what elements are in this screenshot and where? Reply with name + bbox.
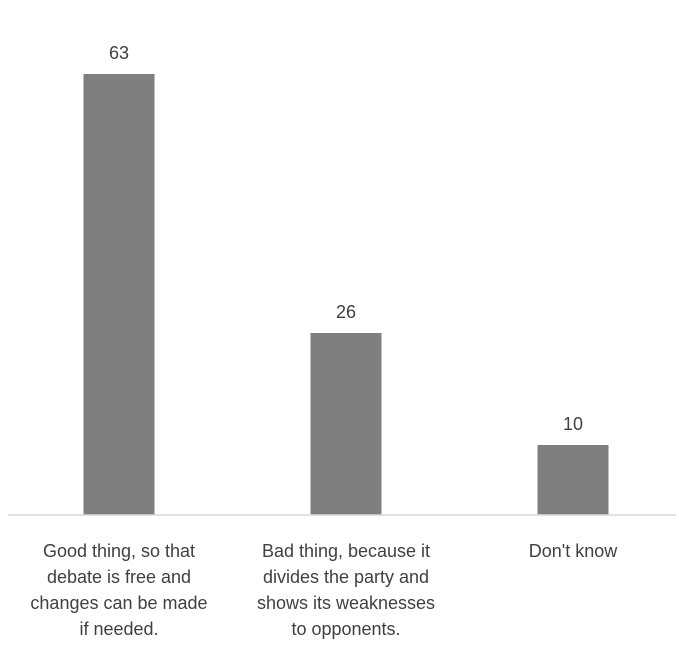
value-labels-group: 63 26 10 bbox=[109, 43, 583, 434]
category-label-line: to opponents. bbox=[291, 619, 401, 639]
category-label-0: Good thing, so that debate is free and cha… bbox=[9, 538, 229, 642]
value-label-0: 63 bbox=[109, 43, 129, 63]
bar-0 bbox=[83, 74, 155, 515]
category-label-line: Don't know bbox=[528, 541, 618, 561]
bars-group bbox=[83, 74, 609, 515]
category-label-line: if needed. bbox=[79, 619, 159, 639]
value-label-2: 10 bbox=[563, 414, 583, 434]
category-label-line: Bad thing, because it bbox=[261, 541, 431, 561]
category-label-line: Good thing, so that bbox=[42, 541, 196, 561]
category-label-1: Bad thing, because it divides the party a… bbox=[236, 538, 456, 642]
category-label-2: Don't know bbox=[463, 538, 679, 564]
value-label-1: 26 bbox=[336, 302, 356, 322]
category-label-line: debate is free and bbox=[46, 567, 192, 587]
category-label-line: divides the party and bbox=[262, 567, 430, 587]
bar-1 bbox=[310, 333, 382, 515]
category-label-line: changes can be made bbox=[30, 593, 208, 613]
category-label-line: shows its weaknesses bbox=[256, 593, 436, 613]
bar-2 bbox=[537, 445, 609, 515]
